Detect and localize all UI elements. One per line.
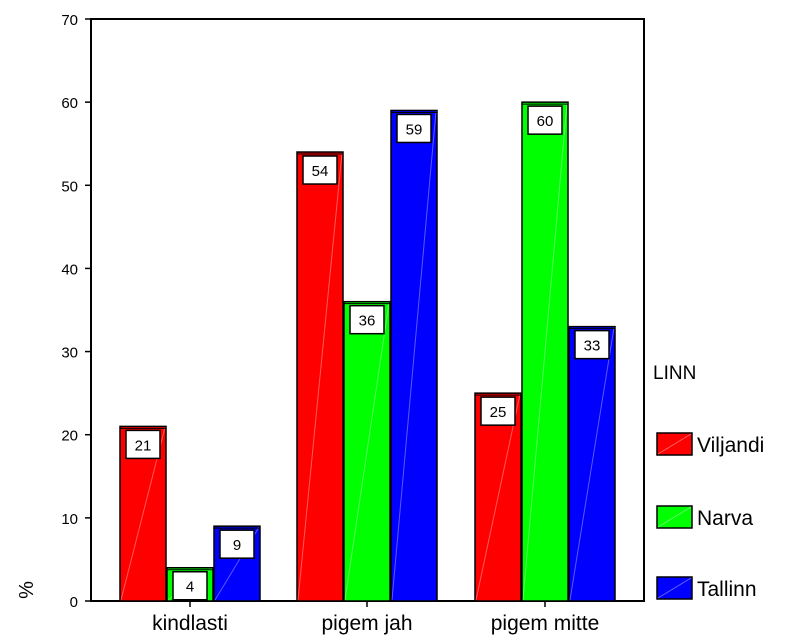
data-label-box xyxy=(125,429,161,460)
legend-label-viljandi: Viljandi xyxy=(697,434,764,457)
legend-swatch-tallinn xyxy=(656,576,693,600)
bar-sheen xyxy=(569,327,615,601)
legend-swatch-viljandi xyxy=(656,432,693,456)
legend-swatch-sheen xyxy=(657,506,692,528)
data-label: 59 xyxy=(406,121,423,138)
legend: Viljandi Narva Tallinn xyxy=(656,432,764,601)
data-label-box xyxy=(527,105,563,135)
bar-sheen xyxy=(522,103,568,601)
legend-swatch-narva xyxy=(656,505,693,529)
data-label-box xyxy=(349,304,385,335)
y-tick-label: 40 xyxy=(61,261,78,278)
data-label: 33 xyxy=(584,338,601,355)
data-label-box xyxy=(574,329,610,360)
y-tick-label: 30 xyxy=(61,345,78,362)
data-label-box xyxy=(172,570,208,601)
bar-sheen xyxy=(344,302,390,601)
bars: 21 4 9 54 36 59 25 60 33 xyxy=(119,101,616,602)
data-label: 36 xyxy=(359,313,376,330)
legend-swatch-sheen xyxy=(657,577,692,599)
x-axis: kindlasti pigem jah pigem mitte xyxy=(152,601,599,635)
x-tick-label: pigem jah xyxy=(321,612,412,635)
bar-viljandi-2 xyxy=(296,151,344,602)
y-axis-label: % xyxy=(16,581,38,599)
y-tick-label: 10 xyxy=(61,511,78,528)
data-label: 54 xyxy=(312,163,329,180)
x-tick-label: pigem mitte xyxy=(491,612,600,635)
data-label-box xyxy=(480,396,516,426)
data-label: 21 xyxy=(135,437,152,454)
data-label: 9 xyxy=(233,537,241,554)
bar-sheen xyxy=(475,394,521,601)
y-tick-label: 60 xyxy=(61,95,78,112)
data-label-box xyxy=(219,529,255,559)
data-label: 25 xyxy=(490,404,507,421)
y-axis: 0 10 20 30 40 50 60 70 xyxy=(61,12,91,611)
data-label: 60 xyxy=(537,113,554,130)
bar-tallinn-3 xyxy=(568,325,616,602)
y-tick-label: 50 xyxy=(61,178,78,195)
bar-viljandi-3 xyxy=(474,392,522,602)
y-tick-label: 20 xyxy=(61,428,78,445)
legend-swatch-sheen xyxy=(657,433,692,455)
legend-title: LINN xyxy=(653,363,696,384)
data-label: 4 xyxy=(186,579,194,596)
y-tick-label: 0 xyxy=(70,594,78,611)
x-tick-label: kindlasti xyxy=(152,612,228,635)
data-label-box xyxy=(396,113,432,144)
bar-narva-3 xyxy=(521,101,569,602)
legend-label-narva: Narva xyxy=(697,507,753,530)
bar-tallinn-2 xyxy=(390,109,438,602)
y-tick-label: 70 xyxy=(61,12,78,29)
bar-sheen xyxy=(297,152,343,601)
data-label-box xyxy=(302,155,338,185)
bar-sheen xyxy=(391,111,437,601)
legend-label-tallinn: Tallinn xyxy=(697,578,757,601)
